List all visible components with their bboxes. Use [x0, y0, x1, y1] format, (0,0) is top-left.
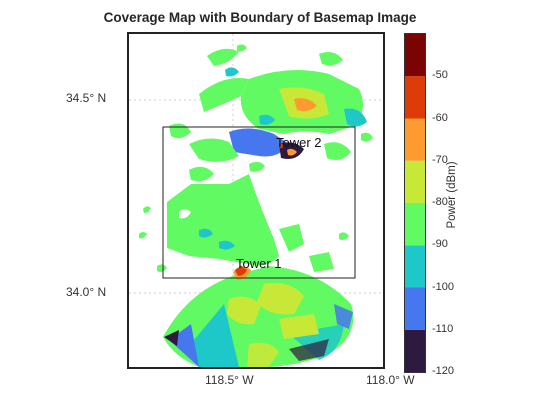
colorbar — [404, 33, 426, 373]
colorbar-band — [405, 76, 425, 119]
colorbar-tick-label: -120 — [432, 365, 455, 377]
colorbar-tick-label: -90 — [432, 238, 448, 251]
colorbar-tick-label: -100 — [432, 280, 455, 293]
colorbar-tick-label: -80 — [432, 196, 448, 208]
colorbar-bands — [405, 34, 425, 372]
colorbar-band — [405, 203, 425, 246]
tower-1-label: Tower 1 — [236, 256, 282, 271]
colorbar-band — [405, 118, 425, 161]
lat-tick-label: 34.0° N — [66, 285, 107, 299]
coverage-south — [163, 266, 354, 367]
colorbar-band — [405, 160, 425, 203]
tower-2-label: Tower 2 — [276, 135, 322, 150]
tower-2-marker[interactable] — [278, 143, 284, 149]
colorbar-band — [405, 34, 425, 77]
colorbar-tick-label: -50 — [432, 69, 448, 82]
basemap-boundary-rectangle — [162, 126, 356, 279]
lon-tick-label: 118.0° W — [366, 373, 415, 387]
colorbar-label: Power (dBm) — [446, 161, 458, 229]
colorbar-band — [405, 245, 425, 288]
map-axes[interactable] — [127, 32, 385, 369]
coverage-central — [139, 174, 349, 272]
colorbar-band — [405, 287, 425, 330]
colorbar-tick-label: -110 — [432, 322, 454, 335]
colorbar-tick-label: -60 — [432, 111, 448, 124]
lon-tick-label: 118.5° W — [205, 373, 254, 387]
colorbar-tick-label: -70 — [432, 153, 448, 166]
lat-tick-label: 34.5° N — [66, 91, 107, 105]
colorbar-band — [405, 329, 425, 372]
coverage-north — [169, 44, 373, 182]
chart-title: Coverage Map with Boundary of Basemap Im… — [103, 10, 417, 25]
coverage-map — [129, 34, 383, 367]
tower-1-marker[interactable] — [238, 265, 244, 271]
